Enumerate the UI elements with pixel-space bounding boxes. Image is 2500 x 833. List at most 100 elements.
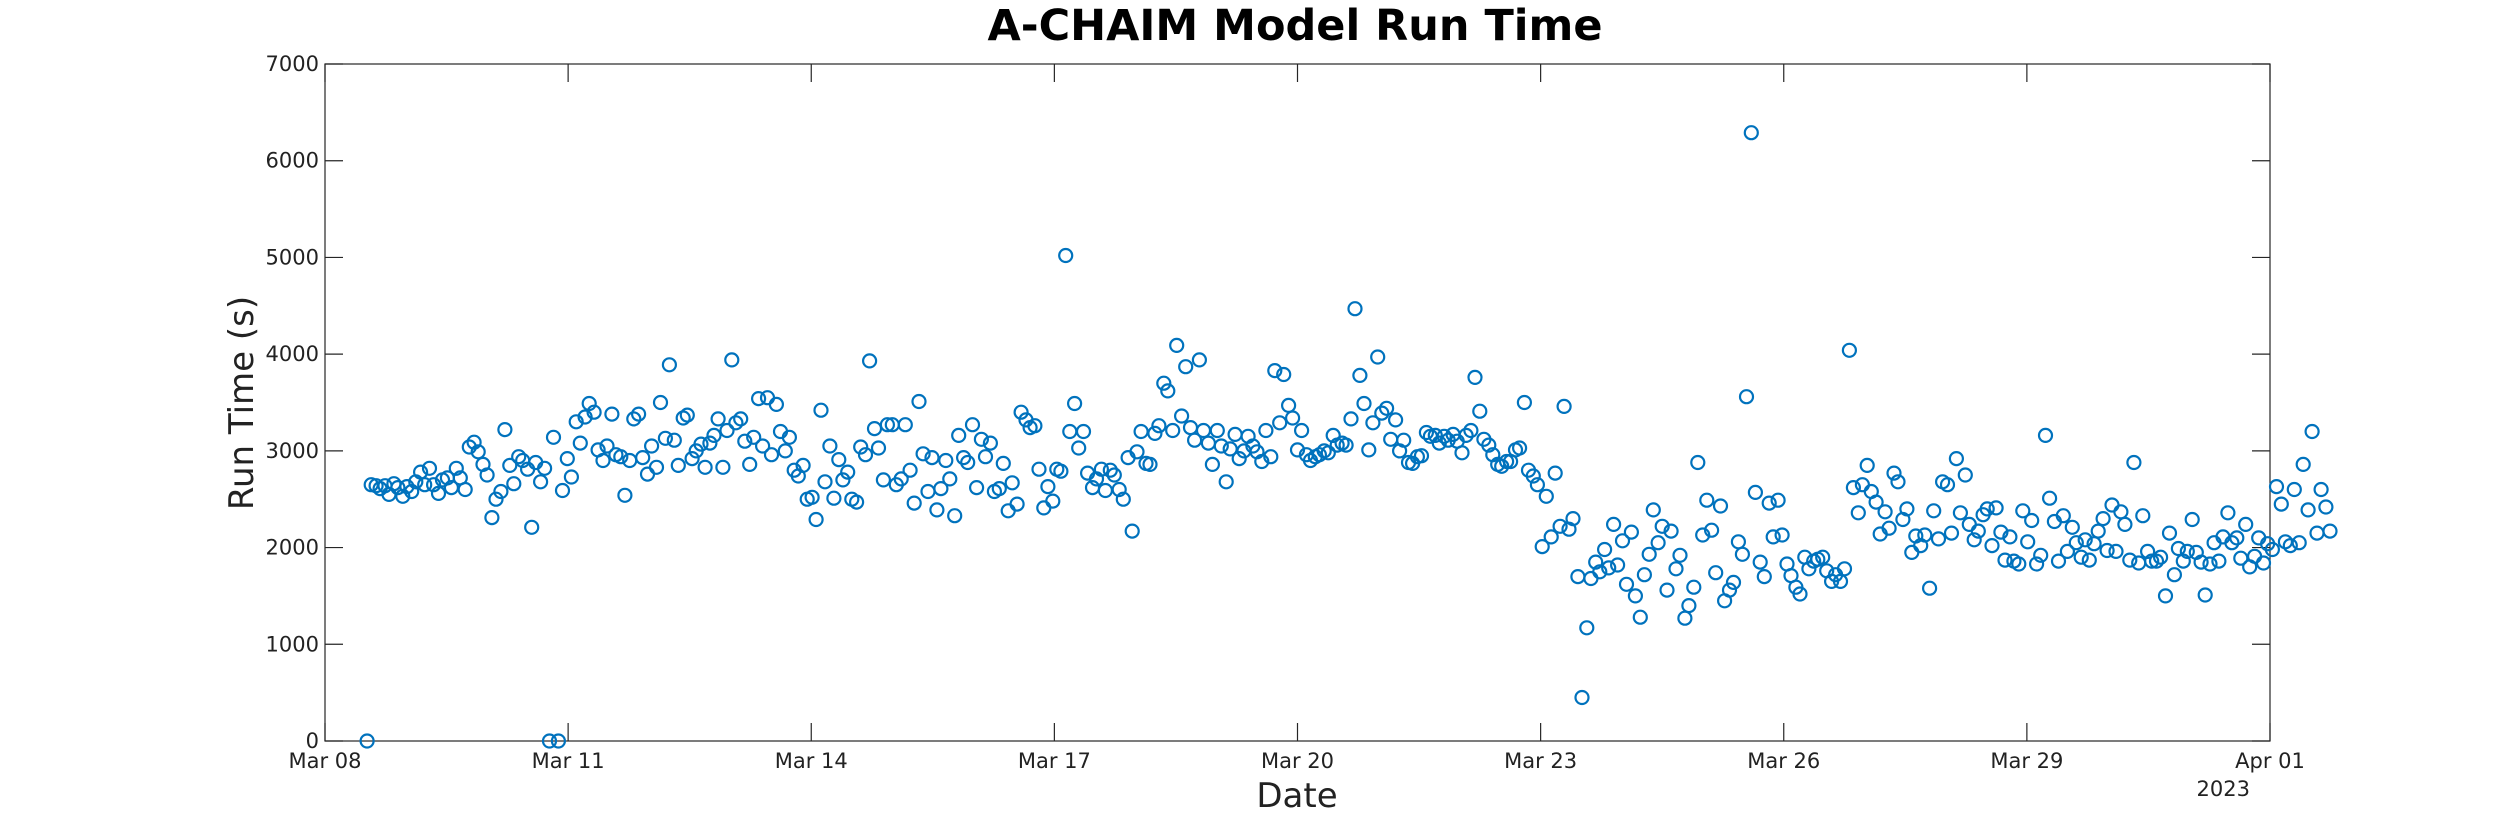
data-point xyxy=(648,459,665,475)
data-point xyxy=(1948,451,1965,467)
data-point xyxy=(1031,461,1047,477)
data-point xyxy=(430,485,447,501)
data-point xyxy=(2068,535,2084,551)
data-point xyxy=(1454,445,1470,461)
data-point xyxy=(2011,556,2027,572)
data-point xyxy=(1071,440,1087,456)
data-point xyxy=(1129,444,1145,460)
data-point xyxy=(1725,574,1742,591)
x-tick-label: Mar 08 xyxy=(288,749,361,773)
data-point xyxy=(679,407,695,423)
data-point xyxy=(1641,546,1657,562)
data-point xyxy=(1276,366,1292,383)
data-point xyxy=(1970,523,1986,539)
data-point xyxy=(1142,456,1158,472)
data-point xyxy=(390,480,406,496)
data-point xyxy=(879,417,896,433)
data-point xyxy=(479,467,495,483)
data-point xyxy=(835,472,851,488)
data-point xyxy=(982,435,999,451)
data-point xyxy=(1663,523,1679,539)
data-point xyxy=(532,474,549,490)
data-point xyxy=(2300,502,2316,518)
data-point xyxy=(1066,395,1083,412)
data-point xyxy=(924,450,940,466)
data-point xyxy=(1752,554,1768,570)
data-point xyxy=(1352,367,1368,383)
data-point xyxy=(1111,481,1127,498)
data-point xyxy=(1957,467,1973,483)
y-tick-label: 5000 xyxy=(266,245,319,269)
data-point xyxy=(2220,505,2236,521)
data-point xyxy=(581,395,597,412)
data-point xyxy=(2108,543,2124,560)
data-point xyxy=(754,438,771,454)
data-point xyxy=(942,471,958,487)
data-point xyxy=(1841,342,1858,358)
data-point xyxy=(897,417,913,433)
data-point xyxy=(968,480,985,496)
data-point xyxy=(2193,554,2209,570)
data-point xyxy=(2059,543,2075,560)
data-point xyxy=(777,443,793,459)
data-point xyxy=(1939,477,1956,493)
data-point xyxy=(875,472,892,488)
data-point xyxy=(822,438,838,454)
data-point xyxy=(1845,480,1862,496)
data-point xyxy=(1147,425,1163,441)
data-point xyxy=(1458,427,1474,443)
data-point xyxy=(1106,467,1122,483)
data-point xyxy=(635,450,651,466)
data-point xyxy=(831,452,847,468)
data-point xyxy=(1338,437,1354,453)
data-point xyxy=(2268,479,2285,495)
data-point xyxy=(541,733,558,749)
data-point xyxy=(742,456,758,472)
y-tick-label: 1000 xyxy=(266,632,319,656)
data-point xyxy=(1204,456,1221,472)
data-point xyxy=(1115,491,1131,507)
data-point xyxy=(652,394,669,411)
data-point xyxy=(2313,481,2329,498)
data-point xyxy=(733,411,749,427)
data-point xyxy=(706,427,722,443)
data-point xyxy=(1213,438,1229,454)
data-point xyxy=(702,435,718,451)
data-point xyxy=(536,460,553,476)
data-point xyxy=(1151,418,1167,434)
data-point xyxy=(1343,411,1359,427)
data-point xyxy=(1169,337,1185,353)
data-point xyxy=(1004,475,1020,491)
data-point xyxy=(1859,457,1875,473)
data-point xyxy=(2264,541,2280,558)
data-point xyxy=(1481,437,1497,453)
data-point xyxy=(2095,510,2111,527)
data-point xyxy=(2282,537,2298,554)
data-point xyxy=(1699,492,1715,508)
data-point xyxy=(1463,422,1479,439)
data-point xyxy=(906,495,922,511)
x-tick-label: Mar 11 xyxy=(532,749,605,773)
x-axis-label: Date xyxy=(1256,776,1337,816)
data-point xyxy=(595,452,611,469)
data-point xyxy=(973,431,990,447)
data-point xyxy=(1293,422,1310,439)
data-point xyxy=(2255,555,2272,571)
data-point xyxy=(1836,561,1853,577)
data-point xyxy=(724,352,740,368)
data-point xyxy=(2157,588,2174,604)
data-point xyxy=(737,433,753,449)
data-point xyxy=(1868,494,1884,510)
y-tick-label: 0 xyxy=(306,729,319,753)
data-point xyxy=(2015,503,2031,519)
data-point xyxy=(804,489,820,505)
data-point xyxy=(1378,400,1395,416)
data-point xyxy=(1743,125,1759,141)
data-point xyxy=(2033,547,2049,563)
data-point xyxy=(684,451,700,467)
data-point xyxy=(1267,363,1283,379)
data-point xyxy=(781,429,798,445)
data-point xyxy=(2140,543,2156,560)
data-point xyxy=(2273,496,2289,512)
